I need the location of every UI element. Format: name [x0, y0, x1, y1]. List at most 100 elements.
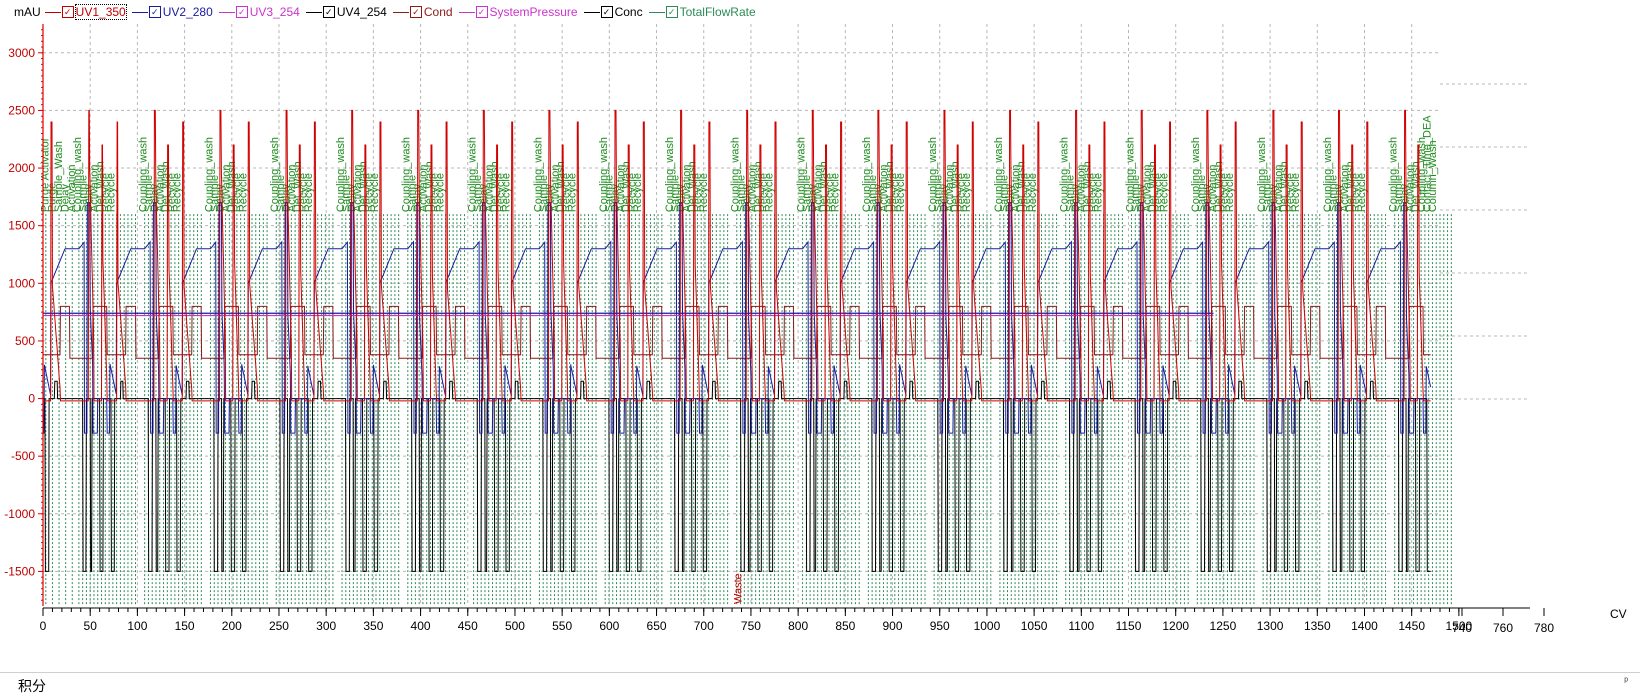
- fraction-mark-label: Activation: [220, 164, 232, 212]
- fraction-mark-label: Coupling_wash: [1190, 137, 1202, 212]
- checkbox-icon[interactable]: ✓: [409, 6, 422, 18]
- fraction-mark-label: Coupling_wash: [927, 137, 939, 212]
- fraction-mark-label: Delay: [478, 184, 490, 213]
- legend-line-icon: [305, 11, 322, 13]
- fraction-mark-label: Recycle: [1158, 173, 1170, 212]
- x-tick-label: 550: [552, 619, 572, 633]
- x-tick-label: 700: [694, 619, 714, 633]
- legend-item-systempressure[interactable]: ✓ SystemPressure: [458, 5, 578, 19]
- legend-item-cond[interactable]: ✓ Cond: [392, 5, 453, 19]
- checkbox-icon[interactable]: ✓: [475, 6, 488, 18]
- pin-icon[interactable]: ᵖ: [1624, 676, 1628, 687]
- legend-label: UV3_254: [249, 5, 300, 19]
- fraction-mark-label: Sample: [801, 175, 813, 212]
- fraction-mark-label: Delay: [609, 184, 621, 213]
- fraction-mark-label: Delay: [149, 184, 161, 213]
- fraction-mark-label: Delay: [346, 184, 358, 213]
- fraction-mark-label: Activation: [352, 164, 364, 212]
- legend-line-icon: [583, 11, 600, 13]
- x-tick-label: 740: [1452, 621, 1472, 635]
- legend-item-conc[interactable]: ✓ Conc: [583, 5, 643, 19]
- fraction-mark-label: Activation: [1076, 164, 1088, 212]
- y-tick-label: 500: [15, 334, 35, 348]
- y-tick-label: 1000: [8, 276, 35, 290]
- legend-label: TotalFlowRate: [679, 5, 756, 19]
- checkbox-icon[interactable]: ✓: [61, 6, 74, 18]
- fraction-mark-label: Delay: [59, 184, 71, 213]
- fraction-mark-label: Det_Wash: [1015, 161, 1027, 212]
- x-tick-label: 500: [505, 619, 525, 633]
- fraction-mark-label: Recycle: [435, 173, 447, 212]
- fraction-mark-label: Delay: [215, 184, 227, 213]
- fraction-mark-label: Sample: [933, 175, 945, 212]
- x-tick-label: 760: [1493, 621, 1513, 635]
- checkbox-icon[interactable]: ✓: [600, 6, 613, 18]
- fraction-mark-label: Coupling_wash: [598, 137, 610, 212]
- fraction-mark-label: Delay: [675, 184, 687, 213]
- series-lines: [43, 109, 1432, 572]
- legend-line-icon: [131, 11, 148, 13]
- fraction-mark-label: Recycle: [764, 173, 776, 212]
- fraction-mark-label: Delay: [873, 184, 885, 213]
- fraction-mark-label: Sample: [1327, 175, 1339, 212]
- x-tick-label: 750: [741, 619, 761, 633]
- x-tick-label: 1100: [1068, 619, 1094, 633]
- fraction-mark-label: Sample: [538, 175, 550, 212]
- y-tick-label: 1500: [8, 219, 35, 233]
- x-tick-label: 1450: [1398, 619, 1425, 633]
- y-tick-label: -1500: [4, 564, 35, 578]
- checkbox-icon[interactable]: ✓: [322, 6, 335, 18]
- checkbox-icon[interactable]: ✓: [235, 6, 248, 18]
- x-tick-label: 1500: [1446, 619, 1473, 633]
- fraction-mark-label: Recycle: [237, 173, 249, 212]
- fraction-mark-label: Sample_Wash: [53, 141, 65, 212]
- x-tick-label: 150: [175, 619, 195, 633]
- fraction-mark-label: Coupling_wash: [269, 137, 281, 212]
- checkbox-icon[interactable]: ✓: [665, 6, 678, 18]
- fraction-mark-label: Recycle: [698, 173, 710, 212]
- fraction-mark-label: Det_Wash: [884, 161, 896, 212]
- legend-label: Cond: [423, 5, 453, 19]
- x-tick-label: 300: [316, 619, 336, 633]
- legend-item-uv2_280[interactable]: ✓ UV2_280: [131, 5, 213, 19]
- fraction-mark-label: Activation: [615, 164, 627, 212]
- fraction-mark-label: Recycle: [632, 173, 644, 212]
- fraction-mark-label: Activation: [89, 164, 101, 212]
- y-tick-label: -500: [11, 449, 35, 463]
- legend-item-totalflowrate[interactable]: ✓ TotalFlowRate: [648, 5, 756, 19]
- fraction-mark-label: Recycle: [500, 173, 512, 212]
- legend-line-icon: [648, 11, 665, 13]
- x-tick-label: 100: [127, 619, 147, 633]
- legend-item-uv1_350[interactable]: ✓ UV1_350: [44, 4, 127, 20]
- legend-line-icon: [392, 11, 409, 13]
- fraction-mark-label: Recycle: [369, 173, 381, 212]
- fraction-mark-label: Sample: [1064, 175, 1076, 212]
- fraction-mark-label: Recycle: [303, 173, 315, 212]
- fraction-mark-label: Activation: [1273, 164, 1285, 212]
- chromatogram-chart[interactable]: Purge ActivatorPurgeSample_WashDelayActi…: [0, 24, 1640, 672]
- x-tick-label: 950: [930, 619, 950, 633]
- fraction-mark-label: Activation: [747, 164, 759, 212]
- fraction-mark-label: Activation: [1339, 164, 1351, 212]
- legend-item-uv3_254[interactable]: ✓ UV3_254: [218, 5, 300, 19]
- fraction-mark-label: Recycle: [829, 173, 841, 212]
- y-tick-label: -1000: [4, 507, 35, 521]
- fraction-mark-label: Recycle: [895, 173, 907, 212]
- fraction-mark-label: Activation: [878, 164, 890, 212]
- fraction-mark-label: Sample: [1393, 175, 1405, 212]
- fraction-mark-label: Coupling_wash: [795, 137, 807, 212]
- fraction-mark-label: Column_Wash: [1427, 140, 1439, 212]
- fraction-mark-label: Det_Wash: [94, 161, 106, 212]
- fraction-mark-label: Delay: [1333, 184, 1345, 213]
- fraction-mark-label: Sample: [1130, 175, 1142, 212]
- fraction-mark-label: Activation: [1207, 164, 1219, 212]
- fraction-mark-label: Coupling_wash: [1059, 137, 1071, 212]
- fraction-mark-label: Sample: [143, 175, 155, 212]
- fraction-mark-label: Sample: [998, 175, 1010, 212]
- fraction-mark-label: Coupling_wash: [664, 137, 676, 212]
- checkbox-icon[interactable]: ✓: [148, 6, 161, 18]
- fraction-mark-label: Activation: [286, 164, 298, 212]
- fraction-mark-label: Sample: [472, 175, 484, 212]
- legend-item-uv4_254[interactable]: ✓ UV4_254: [305, 5, 387, 19]
- fraction-mark-label: Coupling_wash: [203, 137, 215, 212]
